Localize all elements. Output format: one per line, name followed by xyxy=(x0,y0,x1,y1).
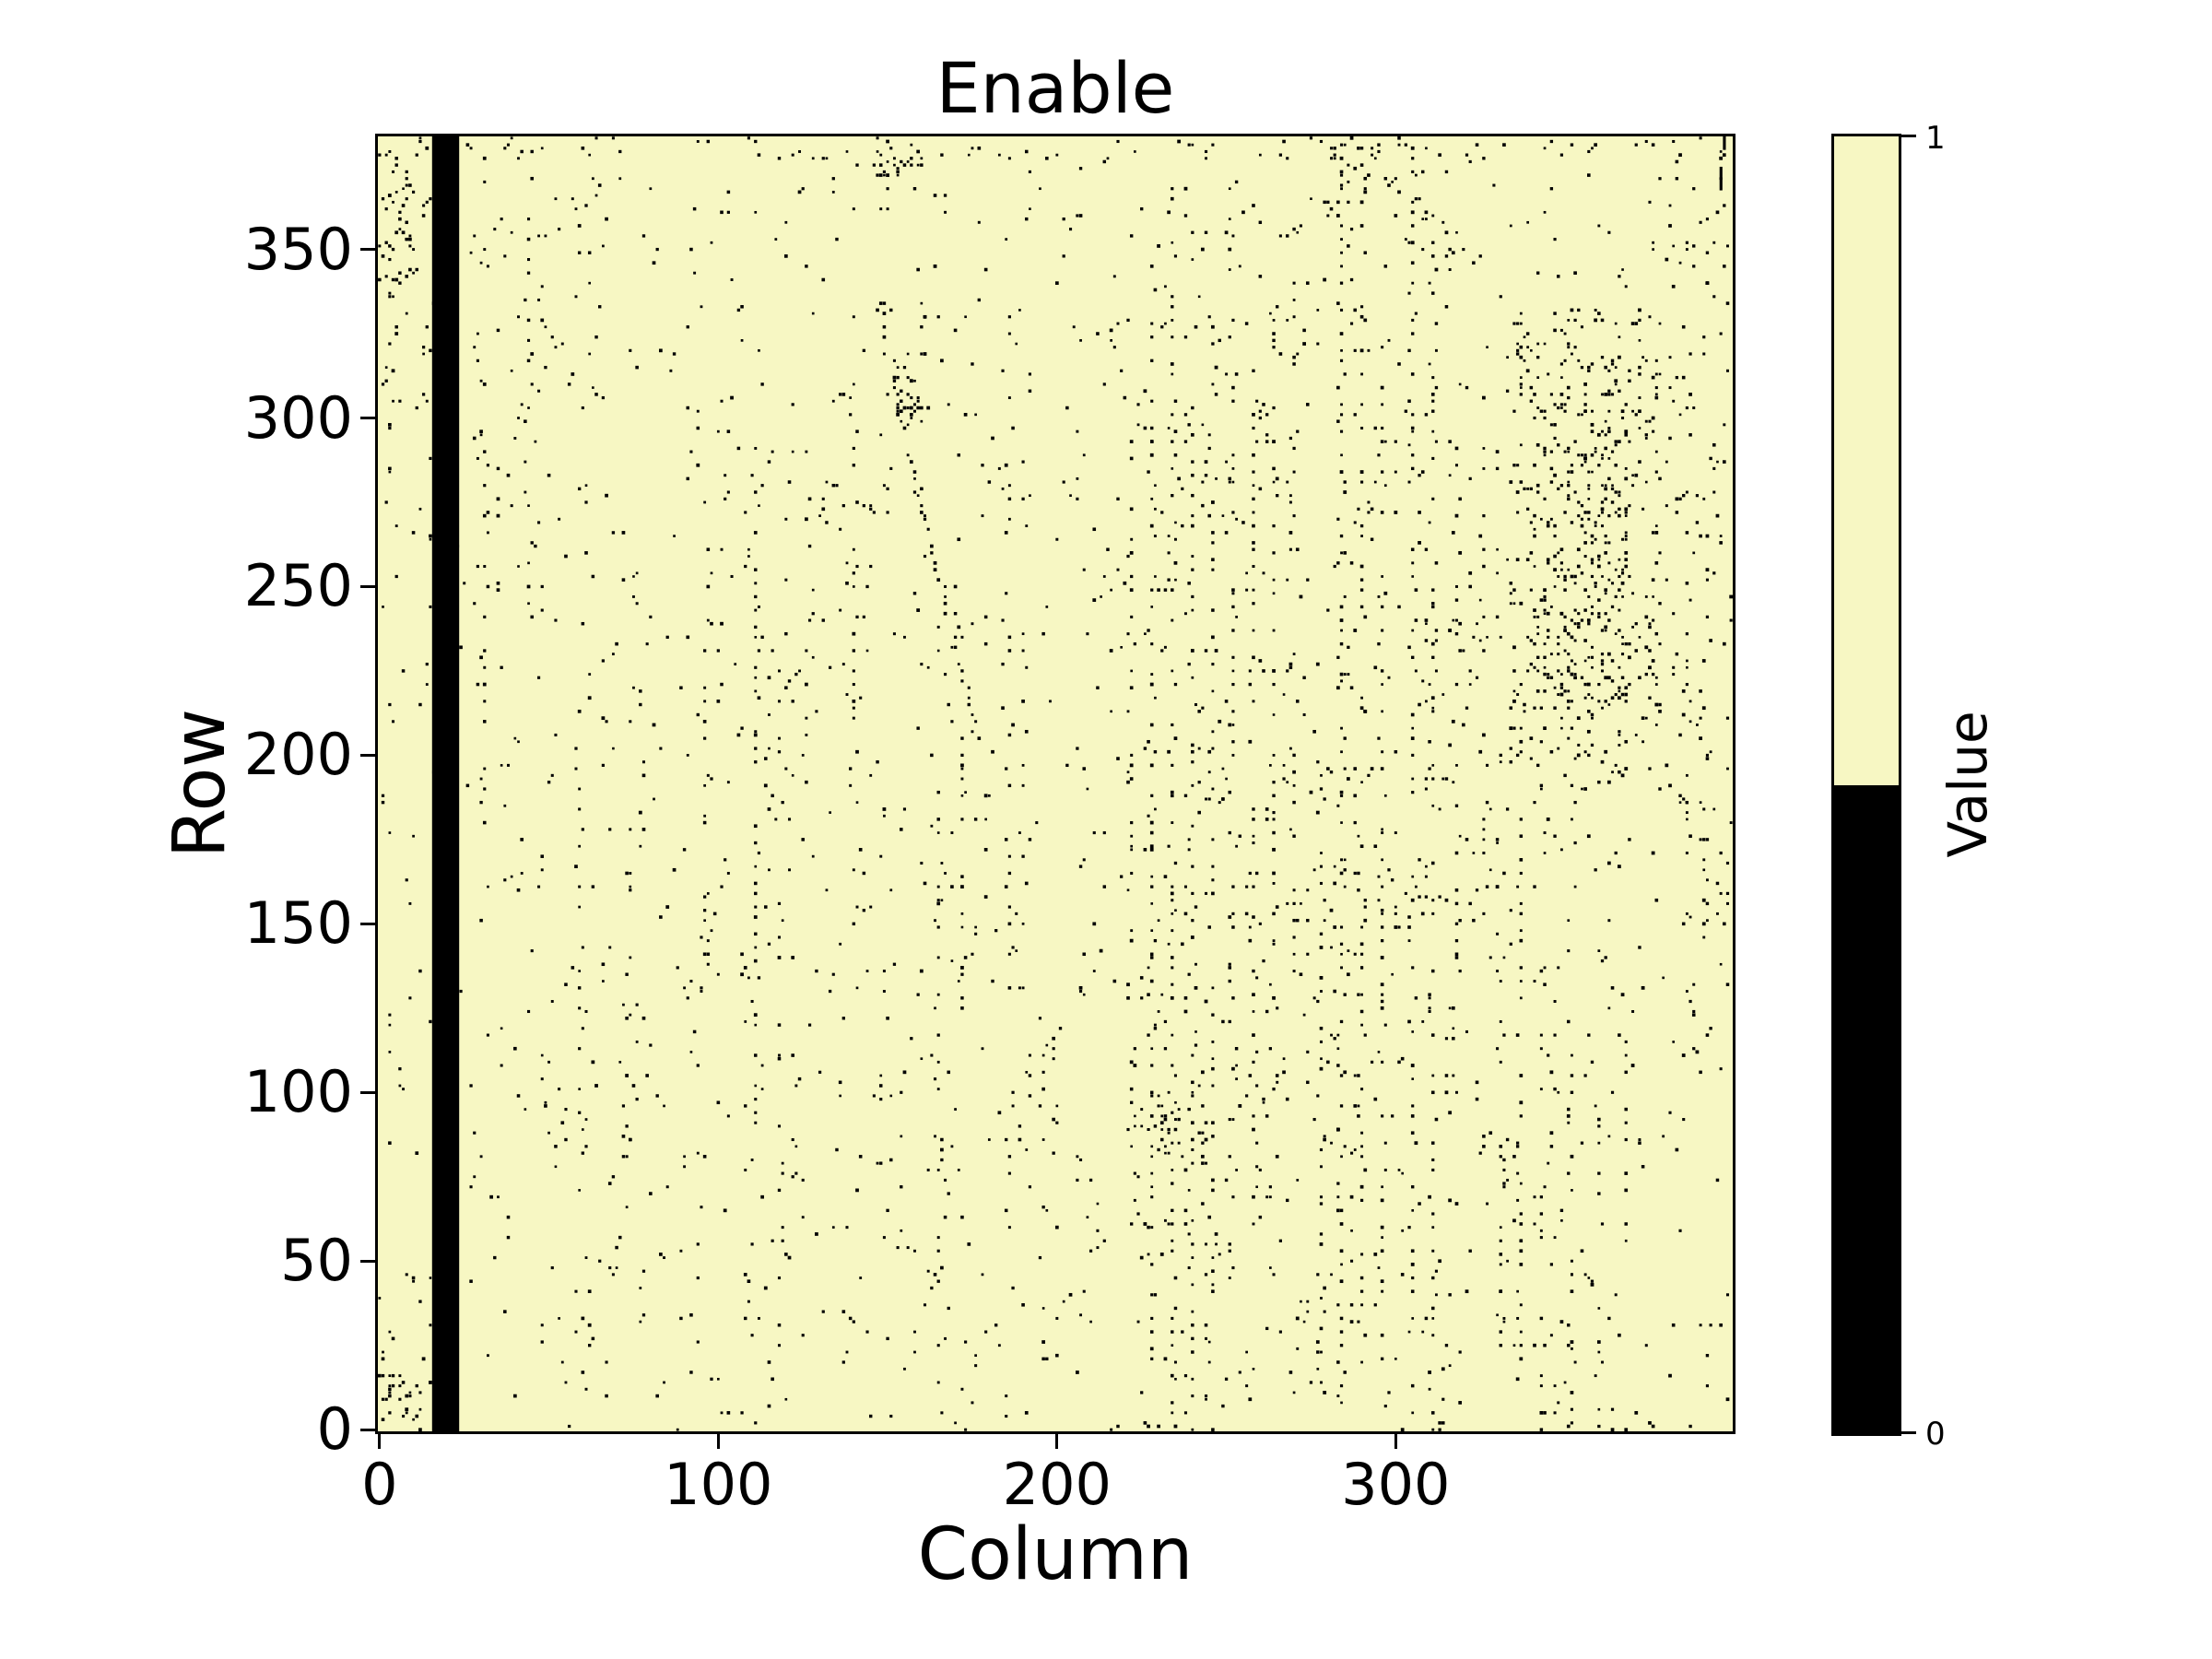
x-tick-mark xyxy=(1055,1434,1059,1449)
colorbar-label: Value xyxy=(1936,711,1999,858)
x-tick-mark xyxy=(716,1434,720,1449)
chart-title: Enable xyxy=(935,47,1175,129)
y-axis-label: Row xyxy=(159,708,241,859)
y-tick-label: 350 xyxy=(243,215,353,283)
x-tick-label: 0 xyxy=(361,1451,398,1518)
colorbar xyxy=(1831,134,1901,1436)
y-tick-mark xyxy=(360,753,375,757)
heatmap-plot-area xyxy=(375,134,1735,1434)
y-tick-label: 200 xyxy=(243,721,353,789)
y-tick-mark xyxy=(360,1090,375,1094)
colorbar-tick-mark-1 xyxy=(1901,135,1916,137)
y-tick-mark xyxy=(360,584,375,588)
colorbar-segment-value-0 xyxy=(1834,784,1899,1433)
y-tick-label: 250 xyxy=(243,552,353,620)
y-tick-mark xyxy=(360,1259,375,1263)
x-tick-mark xyxy=(378,1434,382,1449)
y-tick-label: 300 xyxy=(243,383,353,452)
y-tick-mark xyxy=(360,417,375,419)
y-tick-label: 0 xyxy=(316,1395,353,1464)
y-tick-label: 100 xyxy=(243,1058,353,1126)
x-tick-label: 300 xyxy=(1341,1451,1451,1518)
colorbar-tick-mark-0 xyxy=(1901,1431,1916,1434)
y-tick-mark xyxy=(360,248,375,252)
heatmap-canvas xyxy=(378,136,1733,1431)
x-tick-label: 200 xyxy=(1002,1451,1112,1518)
y-tick-mark xyxy=(360,922,375,925)
x-axis-label: Column xyxy=(917,1513,1194,1596)
y-tick-mark xyxy=(360,1428,375,1431)
colorbar-tick-label-0: 0 xyxy=(1925,1416,1946,1453)
x-tick-label: 100 xyxy=(664,1451,773,1518)
y-tick-label: 50 xyxy=(280,1227,353,1295)
colorbar-tick-label-1: 1 xyxy=(1925,120,1946,157)
colorbar-segment-value-1 xyxy=(1834,136,1899,785)
y-tick-label: 150 xyxy=(243,889,353,958)
x-tick-mark xyxy=(1394,1434,1397,1449)
